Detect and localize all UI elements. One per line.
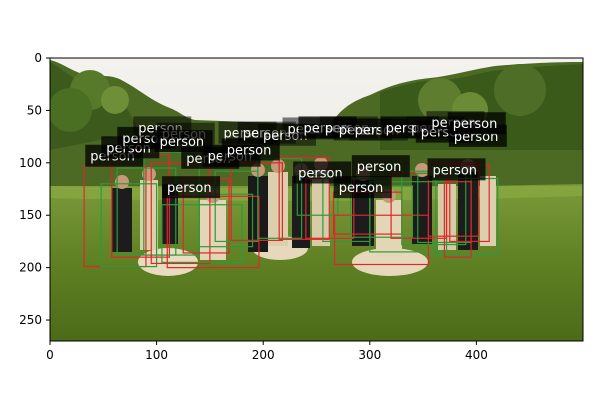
detection-label-text: person <box>160 135 205 150</box>
detection-labels: personpersonpersonpersonpersonpersonpers… <box>85 111 507 199</box>
detection-label-bg <box>447 112 506 135</box>
detection-label: person <box>447 112 506 135</box>
y-tick-label: 150 <box>19 208 42 222</box>
x-axis: 0 100 200 300 400 <box>46 341 488 362</box>
detection-label-bg <box>333 176 392 199</box>
y-tick-label: 100 <box>19 156 42 170</box>
detection-label-text: person <box>227 143 272 158</box>
x-tick-label: 200 <box>252 348 275 362</box>
photo: personpersonpersonpersonpersonpersonpers… <box>50 58 583 341</box>
y-axis: 0 50 100 150 200 250 <box>19 51 50 327</box>
detection-label-text: person <box>339 181 384 196</box>
detection-label: person <box>162 176 221 199</box>
detection-boxes <box>83 151 499 269</box>
detection-label-text: person <box>357 160 402 175</box>
x-tick-label: 0 <box>46 348 54 362</box>
detection-label-text: person <box>298 166 343 181</box>
detection-label-bg <box>162 176 221 199</box>
x-tick-label: 400 <box>465 348 488 362</box>
detection-label-bg <box>154 130 213 153</box>
detection-label: person <box>351 155 410 178</box>
y-tick-label: 0 <box>34 51 42 65</box>
detection-label-bg <box>351 155 410 178</box>
detection-box <box>334 214 430 266</box>
detection-label: person <box>333 176 392 199</box>
y-tick-label: 200 <box>19 261 42 275</box>
detection-label: person <box>154 130 213 153</box>
detection-label: person <box>427 158 486 181</box>
detection-box <box>150 162 211 265</box>
x-tick-label: 100 <box>145 348 168 362</box>
detection-label-text: person <box>432 163 477 178</box>
detection-box <box>443 181 472 258</box>
axes-frame <box>49 57 584 342</box>
detection-label-bg <box>427 158 486 181</box>
detection-label-text: person <box>167 181 212 196</box>
y-tick-label: 50 <box>27 103 42 117</box>
detection-label-text: person <box>453 117 498 132</box>
detection-box <box>100 183 158 268</box>
y-tick-label: 250 <box>19 313 42 327</box>
detection-box <box>161 204 243 263</box>
detection-box <box>278 156 330 240</box>
x-tick-label: 300 <box>358 348 381 362</box>
detection-box <box>198 193 254 248</box>
